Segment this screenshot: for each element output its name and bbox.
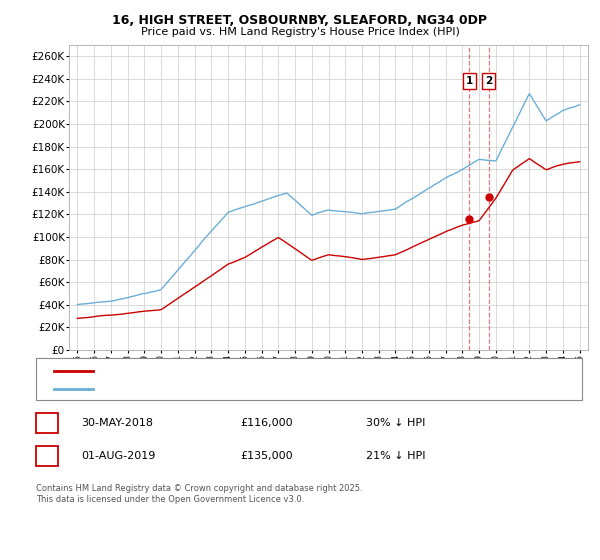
Text: 2: 2 [43,450,51,463]
Text: 30% ↓ HPI: 30% ↓ HPI [366,418,425,428]
Text: 2: 2 [485,76,493,86]
Text: Contains HM Land Registry data © Crown copyright and database right 2025.
This d: Contains HM Land Registry data © Crown c… [36,484,362,504]
Text: 21% ↓ HPI: 21% ↓ HPI [366,451,425,461]
Text: 16, HIGH STREET, OSBOURNBY, SLEAFORD, NG34 0DP (semi-detached house): 16, HIGH STREET, OSBOURNBY, SLEAFORD, NG… [99,366,481,376]
Text: £135,000: £135,000 [240,451,293,461]
Text: 1: 1 [466,76,473,86]
Text: 01-AUG-2019: 01-AUG-2019 [81,451,155,461]
Text: 30-MAY-2018: 30-MAY-2018 [81,418,153,428]
Text: Price paid vs. HM Land Registry's House Price Index (HPI): Price paid vs. HM Land Registry's House … [140,27,460,37]
Text: £116,000: £116,000 [240,418,293,428]
Text: HPI: Average price, semi-detached house, North Kesteven: HPI: Average price, semi-detached house,… [99,384,382,394]
Text: 1: 1 [43,416,51,430]
Text: 16, HIGH STREET, OSBOURNBY, SLEAFORD, NG34 0DP: 16, HIGH STREET, OSBOURNBY, SLEAFORD, NG… [113,14,487,27]
